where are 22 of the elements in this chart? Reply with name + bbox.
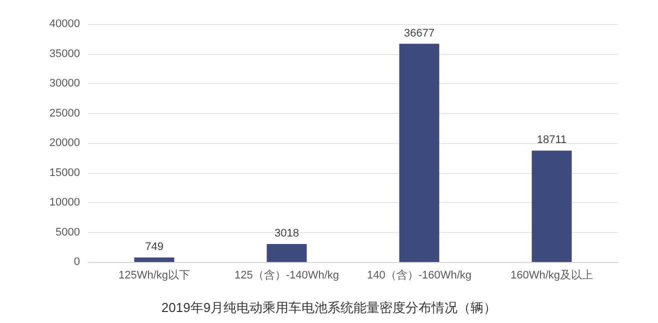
text: 2019年9月纯电动乘用车电池系统能量密度分布情况（辆） [161, 300, 497, 315]
x-tick-label: 140（含）-160Wh/kg [366, 268, 472, 282]
bar [532, 150, 572, 262]
data-label: 18711 [536, 134, 567, 146]
y-tick-label: 20000 [49, 137, 80, 149]
data-label: 749 [145, 241, 164, 254]
data-label: 3018 [274, 228, 299, 240]
data-label: 36677 [404, 27, 435, 40]
y-tick-label: 5000 [56, 226, 80, 238]
x-tick-label: 125Wh/kg以下 [118, 268, 190, 282]
bar [134, 258, 174, 262]
bar [399, 44, 440, 262]
y-tick-label: 30000 [49, 78, 80, 90]
x-tick-label: 160Wh/kg及以上 [510, 268, 594, 282]
y-tick-label: 35000 [49, 48, 80, 60]
bar [266, 244, 307, 262]
y-tick-label: 10000 [49, 196, 80, 208]
y-tick-label: 40000 [49, 18, 80, 30]
x-tick-label: 125（含）-140Wh/kg [234, 268, 340, 282]
y-tick-label: 0 [74, 256, 80, 268]
y-tick-label: 15000 [49, 166, 80, 179]
y-tick-label: 25000 [49, 107, 80, 120]
